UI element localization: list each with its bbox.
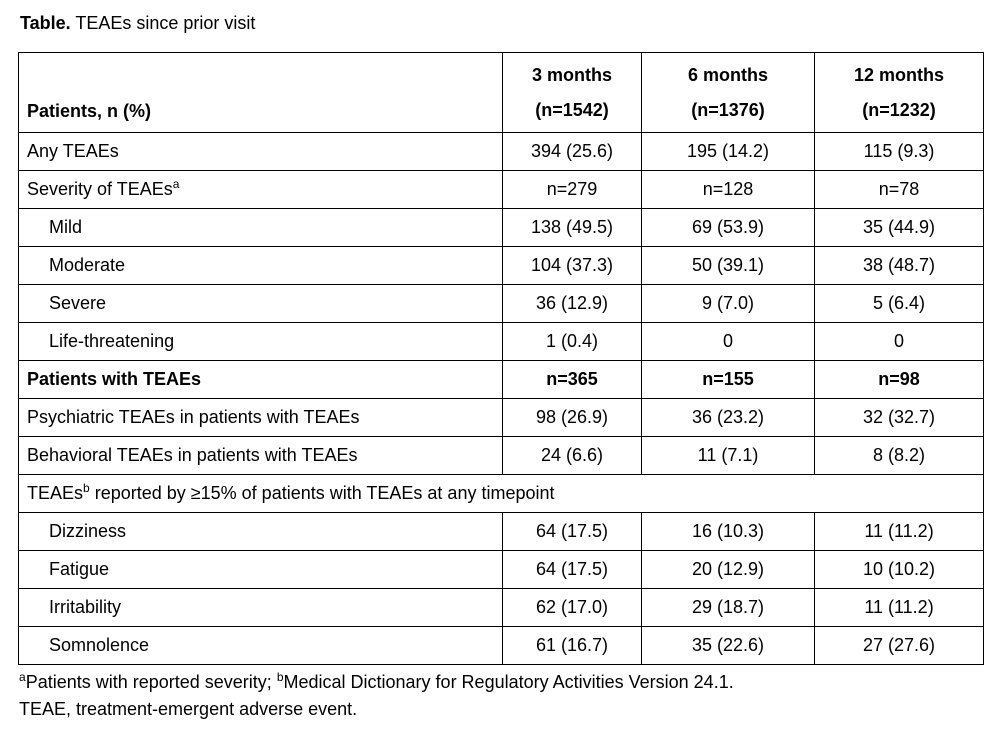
cell-value: 1 (0.4) [502, 322, 642, 361]
table-row-moderate: Moderate 104 (37.3) 50 (39.1) 38 (48.7) [18, 246, 984, 285]
cell-value: 24 (6.6) [502, 436, 642, 475]
cell-value: 11 (7.1) [641, 436, 815, 475]
cell-value: n=98 [814, 360, 984, 399]
row-label-text: Severity of TEAEs [27, 179, 173, 199]
table-row-irritability: Irritability 62 (17.0) 29 (18.7) 11 (11.… [18, 588, 984, 627]
table-row-somnolence: Somnolence 61 (16.7) 35 (22.6) 27 (27.6) [18, 626, 984, 665]
table-title-label: Table. [20, 13, 71, 33]
cell-value: 104 (37.3) [502, 246, 642, 285]
footnote-line-1: aPatients with reported severity; bMedic… [19, 669, 983, 696]
cell-value: n=78 [814, 170, 984, 209]
row-label: Moderate [18, 246, 503, 285]
header-6-months-line1: 6 months [687, 65, 768, 85]
header-6-months: 6 months (n=1376) [641, 52, 815, 133]
row-label: Any TEAEs [18, 132, 503, 171]
table-row-life-threatening: Life-threatening 1 (0.4) 0 0 [18, 322, 984, 361]
footnote-b-marker: b [276, 670, 284, 684]
row-label: Somnolence [18, 626, 503, 665]
cell-value: 36 (12.9) [502, 284, 642, 323]
cell-value: 64 (17.5) [502, 512, 642, 551]
cell-value: 16 (10.3) [641, 512, 815, 551]
header-12-months-line2: (n=1232) [862, 100, 936, 120]
cell-value: 195 (14.2) [641, 132, 815, 171]
header-3-months: 3 months (n=1542) [502, 52, 642, 133]
cell-value: 64 (17.5) [502, 550, 642, 589]
table-row-dizziness: Dizziness 64 (17.5) 16 (10.3) 11 (11.2) [18, 512, 984, 551]
cell-value: 61 (16.7) [502, 626, 642, 665]
row-label: Severity of TEAEsa [18, 170, 503, 209]
cell-value: 9 (7.0) [641, 284, 815, 323]
footnote-a-text: Patients with reported severity; [25, 672, 277, 692]
row-label: Severe [18, 284, 503, 323]
cell-value: n=155 [641, 360, 815, 399]
row-label: Mild [18, 208, 503, 247]
cell-value: 394 (25.6) [502, 132, 642, 171]
cell-value: 27 (27.6) [814, 626, 984, 665]
cell-value: 115 (9.3) [814, 132, 984, 171]
header-patients-n-pct: Patients, n (%) [18, 52, 503, 133]
header-12-months-line1: 12 months [853, 65, 945, 85]
row-label: Dizziness [18, 512, 503, 551]
header-12-months: 12 months (n=1232) [814, 52, 984, 133]
footnote-line-2: TEAE, treatment-emergent adverse event. [19, 699, 358, 719]
row-label: Behavioral TEAEs in patients with TEAEs [18, 436, 503, 475]
footnote-marker-b: b [83, 481, 90, 495]
cell-value: 10 (10.2) [814, 550, 984, 589]
header-6-months-line2: (n=1376) [691, 100, 765, 120]
row-label: Fatigue [18, 550, 503, 589]
cell-value: n=365 [502, 360, 642, 399]
footnote-marker-a: a [172, 177, 180, 191]
cell-value: 35 (22.6) [641, 626, 815, 665]
footnote-b-text: Medical Dictionary for Regulatory Activi… [283, 672, 734, 692]
table-row-psychiatric: Psychiatric TEAEs in patients with TEAEs… [18, 398, 984, 437]
cell-value: 69 (53.9) [641, 208, 815, 247]
footnotes: aPatients with reported severity; bMedic… [19, 669, 983, 723]
cell-value: 38 (48.7) [814, 246, 984, 285]
cell-value: n=128 [641, 170, 815, 209]
cell-value: 36 (23.2) [641, 398, 815, 437]
teae-table: Patients, n (%) 3 months (n=1542) 6 mont… [18, 52, 984, 665]
cell-value: 0 [641, 322, 815, 361]
cell-value: 62 (17.0) [502, 588, 642, 627]
cell-value: 11 (11.2) [814, 512, 984, 551]
cell-value: 0 [814, 322, 984, 361]
cell-value: 50 (39.1) [641, 246, 815, 285]
cell-value: 20 (12.9) [641, 550, 815, 589]
header-row: Patients, n (%) 3 months (n=1542) 6 mont… [18, 52, 984, 133]
table-row-behavioral: Behavioral TEAEs in patients with TEAEs … [18, 436, 984, 475]
table-row-patients-with-teaes: Patients with TEAEs n=365 n=155 n=98 [18, 360, 984, 399]
header-3-months-line2: (n=1542) [535, 100, 609, 120]
table-row-teaes-ge15pct-section: TEAEsb reported by ≥15% of patients with… [18, 474, 984, 513]
cell-value: 5 (6.4) [814, 284, 984, 323]
cell-value: 98 (26.9) [502, 398, 642, 437]
footnote-a-marker: a [19, 670, 26, 684]
table-title: Table. TEAEs since prior visit [20, 12, 983, 34]
table-row-mild: Mild 138 (49.5) 69 (53.9) 35 (44.9) [18, 208, 984, 247]
section-label-rest: reported by ≥15% of patients with TEAEs … [89, 483, 555, 503]
cell-value: n=279 [502, 170, 642, 209]
section-label-text: TEAEs [27, 483, 84, 503]
cell-value: 29 (18.7) [641, 588, 815, 627]
row-label: Psychiatric TEAEs in patients with TEAEs [18, 398, 503, 437]
cell-value: 35 (44.9) [814, 208, 984, 247]
table-row-any-teaes: Any TEAEs 394 (25.6) 195 (14.2) 115 (9.3… [18, 132, 984, 171]
row-label: Patients with TEAEs [18, 360, 503, 399]
table-row-severity: Severity of TEAEsa n=279 n=128 n=78 [18, 170, 984, 209]
cell-value: 138 (49.5) [502, 208, 642, 247]
cell-value: 32 (32.7) [814, 398, 984, 437]
row-label: Irritability [18, 588, 503, 627]
cell-value: 8 (8.2) [814, 436, 984, 475]
cell-value: 11 (11.2) [814, 588, 984, 627]
section-row-label: TEAEsb reported by ≥15% of patients with… [18, 474, 984, 513]
row-label: Life-threatening [18, 322, 503, 361]
table-title-text: TEAEs since prior visit [75, 13, 256, 33]
table-row-severe: Severe 36 (12.9) 9 (7.0) 5 (6.4) [18, 284, 984, 323]
table-row-fatigue: Fatigue 64 (17.5) 20 (12.9) 10 (10.2) [18, 550, 984, 589]
header-3-months-line1: 3 months [531, 65, 612, 85]
